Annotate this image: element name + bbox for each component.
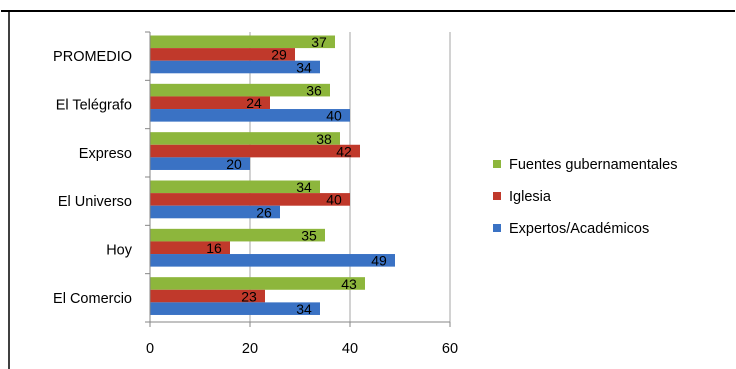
- bar-el-tel-grafo-iglesia: [150, 96, 270, 110]
- bar-el-universo-expertos-acad-micos: [150, 205, 280, 219]
- category-label-el-tel-grafo: El Telégrafo: [56, 98, 132, 114]
- data-label-hoy-fuentes-gubernamentales: 35: [301, 227, 317, 243]
- bar-expreso-iglesia: [150, 144, 360, 158]
- bar-el-comercio-iglesia: [150, 289, 265, 303]
- data-label-el-comercio-fuentes-gubernamentales: 43: [341, 276, 357, 292]
- x-tick-label-0: 0: [146, 341, 154, 357]
- data-label-el-comercio-iglesia: 23: [241, 288, 257, 304]
- data-label-el-tel-grafo-fuentes-gubernamentales: 36: [306, 82, 322, 98]
- bar-hoy-expertos-acad-micos: [150, 254, 395, 267]
- data-label-el-comercio-expertos-acad-micos: 34: [296, 301, 312, 317]
- bar-el-tel-grafo-fuentes-gubernamentales: [150, 83, 330, 97]
- data-label-el-universo-expertos-acad-micos: 26: [256, 204, 272, 220]
- data-label-el-universo-iglesia: 40: [326, 192, 342, 208]
- bars: [150, 35, 395, 315]
- category-label-el-comercio: El Comercio: [53, 291, 132, 307]
- axes: [145, 31, 451, 327]
- bar-el-universo-iglesia: [150, 193, 350, 206]
- category-label-expreso: Expreso: [79, 146, 132, 162]
- bar-promedio-iglesia: [150, 48, 295, 61]
- data-label-expreso-fuentes-gubernamentales: 38: [316, 131, 332, 147]
- legend-swatch-fuentes-gubernamentales: [493, 160, 501, 168]
- category-label-hoy: Hoy: [106, 243, 133, 259]
- data-label-promedio-fuentes-gubernamentales: 37: [311, 34, 327, 50]
- data-label-promedio-iglesia: 29: [271, 47, 287, 63]
- data-label-hoy-expertos-acad-micos: 49: [371, 253, 387, 269]
- bar-hoy-fuentes-gubernamentales: [150, 228, 325, 242]
- x-tick-label-20: 20: [242, 341, 258, 357]
- gridlines: [249, 32, 451, 322]
- bar-expreso-expertos-acad-micos: [150, 157, 250, 170]
- bar-el-comercio-fuentes-gubernamentales: [150, 277, 365, 290]
- data-label-el-tel-grafo-expertos-acad-micos: 40: [326, 108, 342, 124]
- bar-promedio-fuentes-gubernamentales: [150, 35, 335, 49]
- legend: Fuentes gubernamentales Iglesia Expertos/A…: [493, 157, 677, 237]
- legend-label-fuentes-gubernamentales: Fuentes gubernamentales: [509, 157, 677, 173]
- data-label-hoy-iglesia: 16: [206, 240, 222, 256]
- bar-el-comercio-expertos-acad-micos: [150, 302, 320, 315]
- category-label-promedio: PROMEDIO: [53, 49, 132, 65]
- data-label-expreso-iglesia: 42: [336, 143, 352, 159]
- labels: 0 20 40 60 PROMEDIO 37 29 34 El Telégrafo 36 24 40 E…: [53, 34, 458, 357]
- bar-expreso-fuentes-gubernamentales: [150, 132, 340, 145]
- x-tick-label-60: 60: [442, 341, 458, 357]
- data-label-expreso-expertos-acad-micos: 20: [226, 156, 242, 172]
- bar-el-tel-grafo-expertos-acad-micos: [150, 109, 350, 122]
- bar-hoy-iglesia: [150, 241, 230, 255]
- bar-promedio-expertos-acad-micos: [150, 60, 320, 74]
- data-label-el-universo-fuentes-gubernamentales: 34: [296, 179, 312, 195]
- data-label-el-tel-grafo-iglesia: 24: [246, 95, 262, 111]
- legend-swatch-expertos-acad-micos: [493, 224, 501, 232]
- legend-swatch-iglesia: [493, 192, 501, 200]
- legend-label-expertos-acad-micos: Expertos/Académicos: [509, 221, 649, 237]
- outer-border: [1, 10, 735, 369]
- data-label-promedio-expertos-acad-micos: 34: [296, 59, 312, 75]
- category-label-el-universo: El Universo: [58, 194, 132, 210]
- bar-el-universo-fuentes-gubernamentales: [150, 180, 320, 194]
- legend-label-iglesia: Iglesia: [509, 189, 552, 205]
- x-tick-label-40: 40: [342, 341, 358, 357]
